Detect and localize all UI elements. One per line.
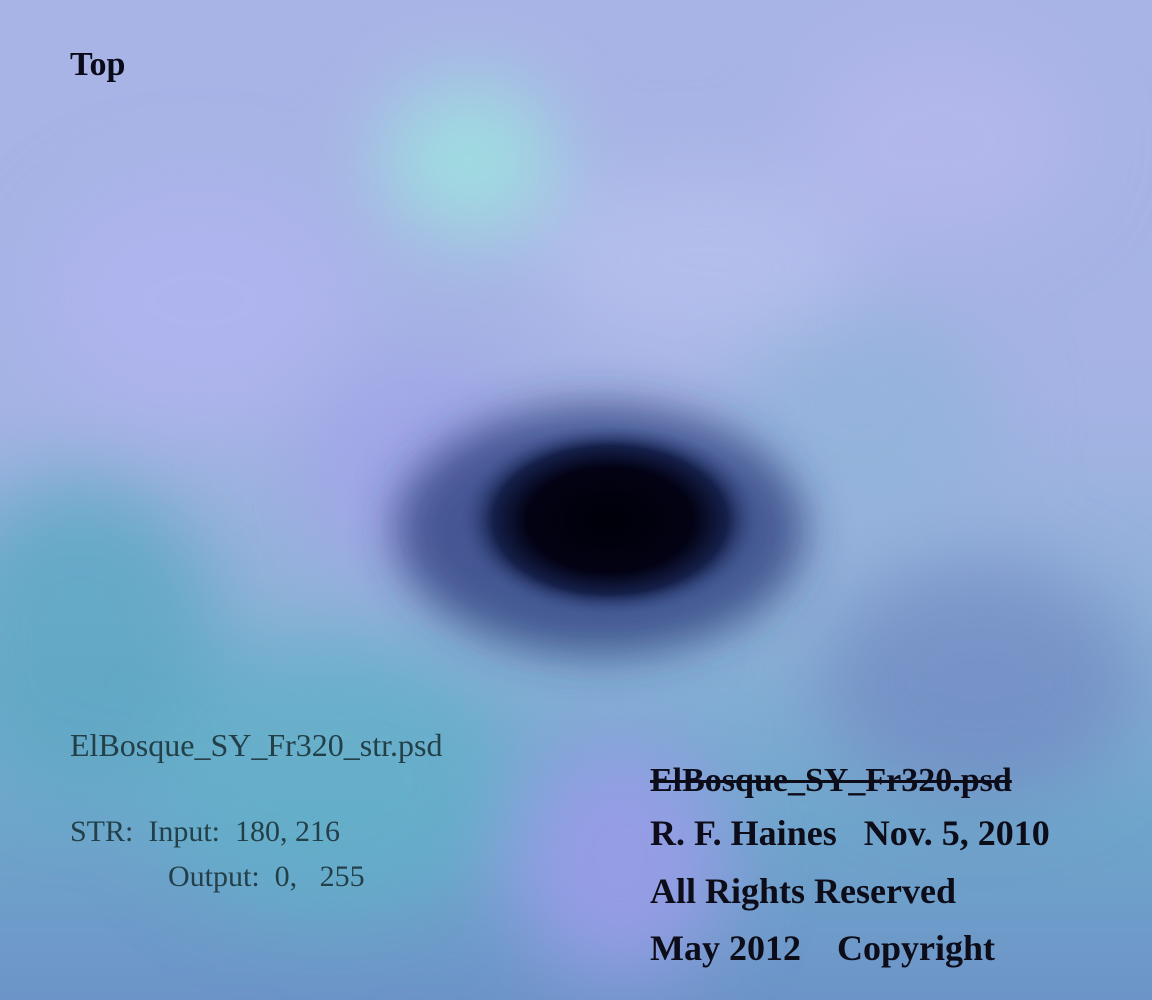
str-input-label: STR: Input: 180, 216 — [70, 815, 341, 848]
str-output-label: Output: 0, 255 — [168, 860, 365, 893]
rights-notice: All Rights Reserved — [650, 871, 956, 911]
orientation-label: Top — [70, 46, 126, 83]
struck-file-name: ElBosque_SY_Fr320.psd — [650, 762, 1012, 799]
author-date-credit: R. F. Haines Nov. 5, 2010 — [650, 813, 1050, 853]
copyright-notice: May 2012 Copyright — [650, 928, 995, 968]
dark-object — [460, 425, 760, 615]
file-name-label: ElBosque_SY_Fr320_str.psd — [70, 727, 443, 763]
